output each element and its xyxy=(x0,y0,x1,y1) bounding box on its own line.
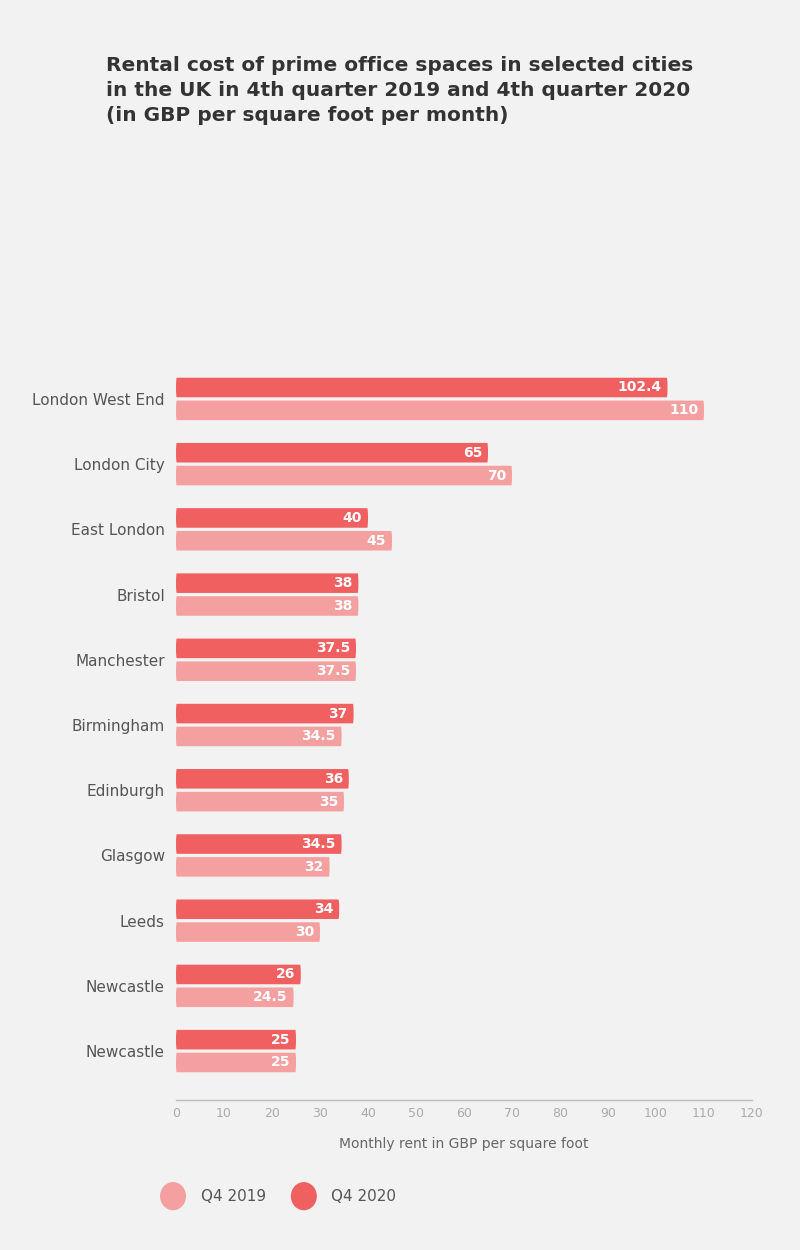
FancyBboxPatch shape xyxy=(176,400,704,420)
Text: 34: 34 xyxy=(314,902,334,916)
FancyBboxPatch shape xyxy=(176,509,368,528)
FancyBboxPatch shape xyxy=(176,574,358,592)
Text: 38: 38 xyxy=(334,599,353,612)
Text: 110: 110 xyxy=(669,404,698,418)
Text: 40: 40 xyxy=(343,511,362,525)
FancyBboxPatch shape xyxy=(176,922,320,941)
X-axis label: Monthly rent in GBP per square foot: Monthly rent in GBP per square foot xyxy=(339,1136,589,1150)
FancyBboxPatch shape xyxy=(176,965,301,984)
FancyBboxPatch shape xyxy=(176,442,488,462)
FancyBboxPatch shape xyxy=(176,596,358,616)
Text: 102.4: 102.4 xyxy=(618,380,662,395)
Text: Rental cost of prime office spaces in selected cities
in the UK in 4th quarter 2: Rental cost of prime office spaces in se… xyxy=(106,56,694,125)
Text: 70: 70 xyxy=(487,469,506,482)
Text: 26: 26 xyxy=(276,968,295,981)
FancyBboxPatch shape xyxy=(176,704,354,724)
FancyBboxPatch shape xyxy=(176,988,294,1008)
Text: 65: 65 xyxy=(463,446,482,460)
FancyBboxPatch shape xyxy=(176,1052,296,1072)
FancyBboxPatch shape xyxy=(176,834,342,854)
Text: 37.5: 37.5 xyxy=(316,641,350,655)
FancyBboxPatch shape xyxy=(176,639,356,659)
FancyBboxPatch shape xyxy=(176,466,512,485)
Text: 25: 25 xyxy=(270,1055,290,1070)
FancyBboxPatch shape xyxy=(176,858,330,876)
FancyBboxPatch shape xyxy=(176,661,356,681)
FancyBboxPatch shape xyxy=(176,769,349,789)
Text: 45: 45 xyxy=(366,534,386,548)
Text: 32: 32 xyxy=(305,860,324,874)
Text: 25: 25 xyxy=(270,1032,290,1046)
Text: 30: 30 xyxy=(295,925,314,939)
FancyBboxPatch shape xyxy=(176,791,344,811)
Text: 38: 38 xyxy=(334,576,353,590)
Text: 37.5: 37.5 xyxy=(316,664,350,679)
Text: 37: 37 xyxy=(329,706,348,720)
FancyBboxPatch shape xyxy=(176,726,342,746)
FancyBboxPatch shape xyxy=(176,378,667,398)
Legend: Q4 2019, Q4 2020: Q4 2019, Q4 2020 xyxy=(152,1181,402,1211)
Text: 36: 36 xyxy=(324,771,343,786)
FancyBboxPatch shape xyxy=(176,900,339,919)
Text: 24.5: 24.5 xyxy=(254,990,288,1004)
Text: 35: 35 xyxy=(319,795,338,809)
FancyBboxPatch shape xyxy=(176,1030,296,1050)
Text: 34.5: 34.5 xyxy=(302,730,336,744)
FancyBboxPatch shape xyxy=(176,531,392,550)
Text: 34.5: 34.5 xyxy=(302,838,336,851)
